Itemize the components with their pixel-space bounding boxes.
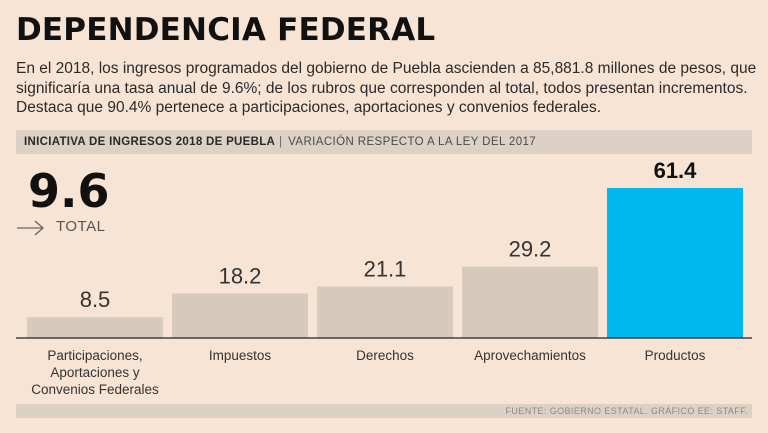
chart-subtitle: VARIACIÓN RESPECTO A LA LEY DEL 2017 [288, 136, 537, 148]
bar-3 [462, 266, 598, 338]
total-value: 9.6 [28, 164, 110, 218]
category-label-4: Productos [645, 348, 706, 363]
category-label-0: Participaciones, Aportaciones y Convenios … [31, 348, 159, 397]
chart-title: INICIATIVA DE INGRESOS 2018 DE PUEBLA [24, 136, 276, 148]
bar-4 [607, 188, 743, 338]
category-label-line: Derechos [356, 348, 414, 363]
chart-title-separator: | [279, 136, 283, 148]
value-label-4: 61.4 [654, 158, 698, 183]
total-label: TOTAL [56, 218, 106, 235]
source-footer: FUENTE: GOBIERNO ESTATAL. GRÁFICO EE: ST… [16, 404, 752, 418]
value-label-1: 18.2 [219, 264, 262, 289]
chart-header-band: INICIATIVA DE INGRESOS 2018 DE PUEBLA | VA… [16, 130, 752, 154]
arrow-right-icon [17, 220, 44, 236]
bar-1 [172, 293, 308, 338]
category-label-line: Aprovechamientos [474, 348, 586, 363]
category-label-line: Participaciones, [47, 348, 142, 363]
category-label-3: Aprovechamientos [474, 348, 586, 363]
category-label-line: Productos [645, 348, 706, 363]
category-label-line: Impuestos [209, 348, 272, 363]
value-label-0: 8.5 [80, 287, 111, 312]
value-label-3: 29.2 [509, 237, 552, 262]
bar-2 [317, 286, 453, 338]
category-label-line: Convenios Federales [31, 382, 159, 397]
category-label-1: Impuestos [209, 348, 272, 363]
category-label-line: Aportaciones y [50, 365, 140, 380]
source-text: FUENTE: GOBIERNO ESTATAL. GRÁFICO EE: ST… [505, 406, 748, 416]
intro-paragraph: En el 2018, los ingresos programados del… [16, 60, 757, 116]
page-title: DEPENDENCIA FEDERAL [16, 12, 436, 48]
value-label-2: 21.1 [364, 257, 407, 282]
category-label-2: Derechos [356, 348, 414, 363]
bar-0 [27, 317, 163, 338]
